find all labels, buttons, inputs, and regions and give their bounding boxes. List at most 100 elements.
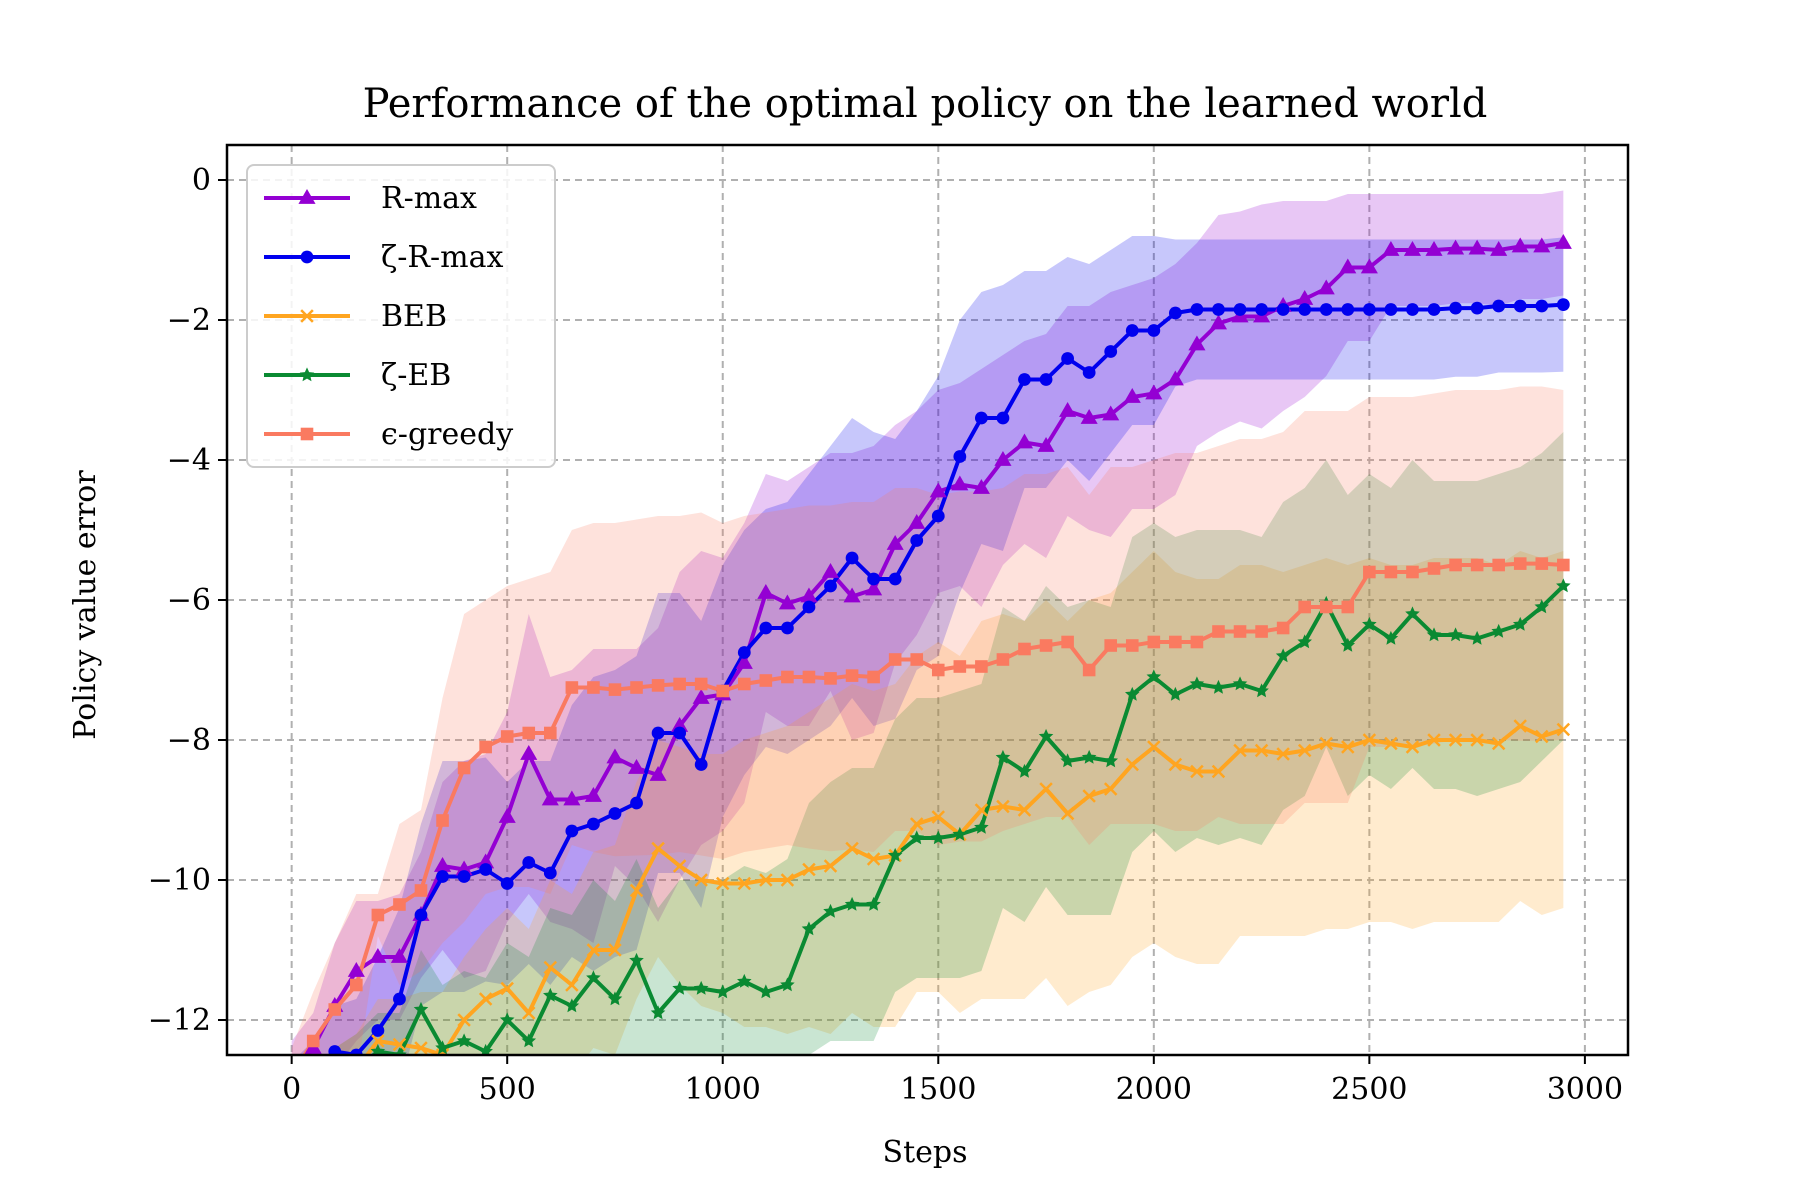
data-point-triangle xyxy=(886,535,904,550)
data-point-circle xyxy=(328,1045,342,1055)
x-tick-label: 3000 xyxy=(1547,1072,1623,1107)
legend-label: ζ-EB xyxy=(381,358,451,393)
data-point-triangle xyxy=(477,853,495,869)
data-point-square xyxy=(1212,625,1225,638)
data-point-triangle xyxy=(1015,433,1034,449)
data-point-x xyxy=(565,978,579,992)
markers-series-3 xyxy=(349,578,1571,1075)
band-series-4 xyxy=(291,386,1564,1055)
data-point-x xyxy=(974,803,989,817)
data-point-circle xyxy=(393,992,406,1006)
data-point-square xyxy=(1104,639,1118,652)
data-point-x xyxy=(1297,743,1312,758)
legend-item-2: BEB xyxy=(264,299,447,334)
data-point-square xyxy=(1513,557,1527,570)
data-point-star xyxy=(1254,683,1269,698)
data-point-circle xyxy=(1061,352,1074,365)
data-point-square xyxy=(1061,635,1074,649)
x-tick-label: 2000 xyxy=(1116,1072,1192,1107)
data-point-star xyxy=(801,921,817,936)
data-point-triangle xyxy=(1102,405,1120,421)
data-point-square xyxy=(673,677,686,691)
data-point-circle xyxy=(565,824,579,838)
legend: R-max ζ-R-max BEB ζ-EB ϵ-greedy xyxy=(246,164,556,468)
data-point-square xyxy=(1018,642,1031,656)
data-point-x xyxy=(1556,722,1571,737)
data-point-triangle xyxy=(800,587,818,603)
data-point-circle xyxy=(457,870,471,883)
data-point-x xyxy=(1060,806,1075,821)
data-point-circle xyxy=(1427,303,1441,316)
data-point-star xyxy=(974,819,989,834)
data-point-star xyxy=(887,847,903,862)
data-point-square xyxy=(1255,625,1268,638)
data-point-star xyxy=(844,896,860,911)
data-point-circle xyxy=(587,817,600,831)
data-point-circle xyxy=(543,866,557,880)
data-point-star xyxy=(1038,728,1054,743)
data-point-x xyxy=(392,1037,407,1052)
data-point-square xyxy=(1427,562,1441,575)
data-point-circle xyxy=(1147,324,1161,337)
data-point-circle xyxy=(414,908,428,922)
data-point-x xyxy=(845,841,859,856)
data-point-star xyxy=(499,1012,515,1027)
data-point-x xyxy=(1190,764,1204,779)
legend-marker-x xyxy=(300,309,314,323)
data-point-square xyxy=(1449,558,1462,572)
data-point-star xyxy=(543,987,558,1002)
x-tick-label: 1000 xyxy=(685,1072,761,1107)
data-point-square xyxy=(824,672,837,685)
data-point-triangle xyxy=(541,790,559,806)
data-point-star xyxy=(952,826,968,841)
data-point-x xyxy=(1082,789,1096,803)
data-point-circle xyxy=(737,646,751,659)
data-point-triangle xyxy=(347,962,365,977)
data-point-circle xyxy=(1276,303,1290,316)
data-point-square xyxy=(781,670,794,684)
data-point-square xyxy=(975,660,988,673)
data-point-star xyxy=(737,973,752,988)
y-axis-label: Policy value error xyxy=(68,470,103,740)
data-point-circle xyxy=(845,551,859,565)
data-point-square xyxy=(867,670,880,684)
data-point-x xyxy=(1211,764,1226,779)
data-point-star xyxy=(1168,686,1183,701)
x-axis-ticks: 0 500 1000 1500 2000 2500 3000 xyxy=(282,1055,1623,1107)
data-point-star xyxy=(349,1061,364,1075)
data-point-triangle xyxy=(778,594,796,610)
data-point-square xyxy=(1492,558,1505,572)
data-point-star xyxy=(672,980,687,995)
data-point-x xyxy=(1535,729,1549,744)
data-point-triangle xyxy=(520,745,538,760)
data-point-triangle xyxy=(1554,234,1572,249)
y-tick-label: −4 xyxy=(167,443,211,478)
data-point-circle xyxy=(1125,324,1139,337)
data-point-x xyxy=(780,873,795,887)
line-series-2 xyxy=(364,724,1564,1055)
data-point-x xyxy=(1362,733,1377,747)
data-point-circle xyxy=(1298,303,1312,316)
data-point-star xyxy=(1211,679,1226,694)
data-point-triangle xyxy=(843,587,861,603)
data-point-x xyxy=(716,876,730,891)
data-point-x xyxy=(1491,736,1506,751)
data-point-triangle xyxy=(1080,409,1098,424)
legend-marker-square xyxy=(300,427,314,441)
data-point-triangle xyxy=(390,948,408,963)
data-point-square xyxy=(587,681,600,694)
data-point-square xyxy=(479,740,492,754)
data-point-square xyxy=(371,908,385,922)
data-point-triangle xyxy=(1188,335,1206,351)
data-point-star xyxy=(909,830,924,845)
data-point-circle xyxy=(673,726,687,740)
data-point-x xyxy=(1168,757,1183,772)
data-point-x xyxy=(737,876,752,891)
data-point-square xyxy=(565,681,579,694)
data-point-star xyxy=(715,984,731,999)
data-point-x xyxy=(286,1112,298,1124)
data-point-triangle xyxy=(1145,384,1163,400)
data-point-x xyxy=(996,799,1010,814)
data-point-x xyxy=(543,960,558,975)
data-point-star xyxy=(1189,676,1205,691)
